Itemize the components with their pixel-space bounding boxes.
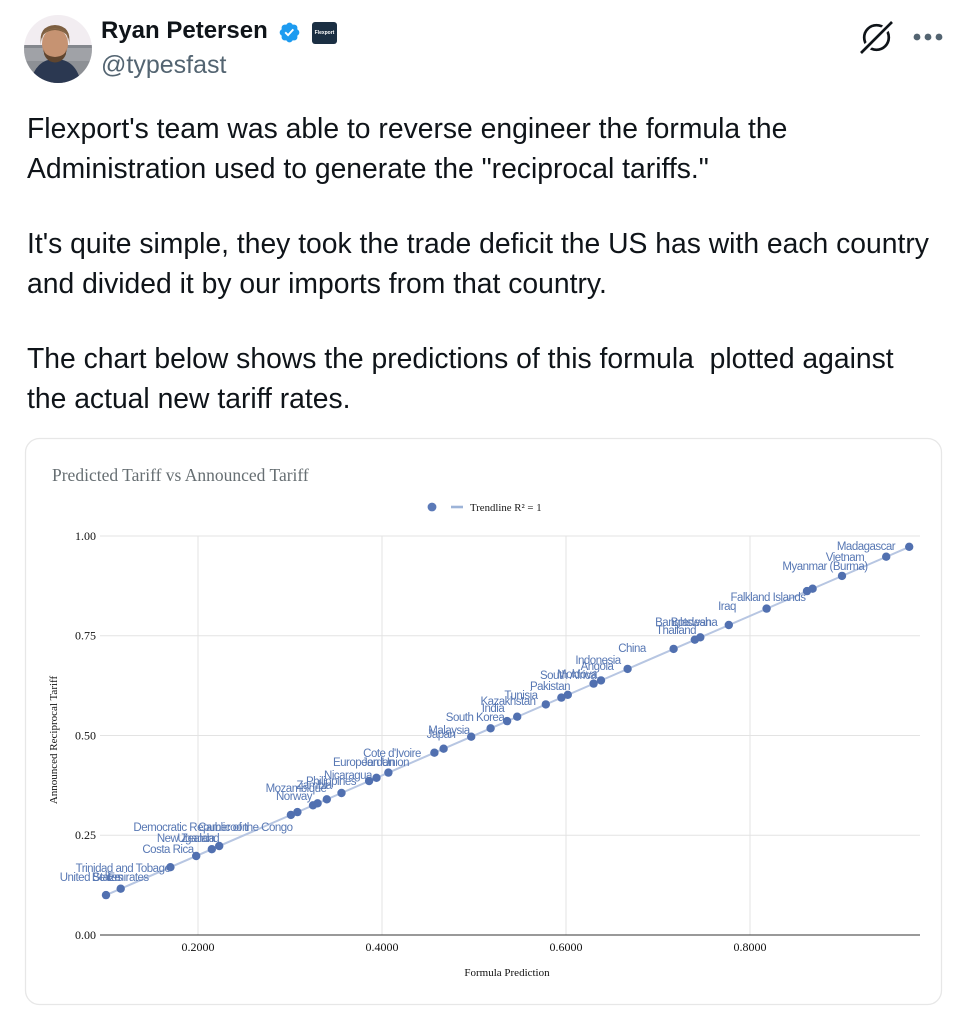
svg-text:Norway: Norway	[276, 791, 313, 803]
svg-text:Belize: Belize	[92, 872, 120, 884]
svg-text:Mozambique: Mozambique	[266, 783, 327, 795]
svg-text:Costa Rica: Costa Rica	[142, 844, 194, 856]
svg-text:Falkland Islands: Falkland Islands	[730, 592, 806, 604]
svg-text:Predicted Tariff vs Announced: Predicted Tariff vs Announced Tariff	[52, 465, 309, 485]
svg-text:Cote d'Ivoire: Cote d'Ivoire	[363, 748, 421, 760]
svg-text:1.00: 1.00	[75, 529, 96, 543]
svg-text:Myanmar (Burma): Myanmar (Burma)	[782, 561, 868, 573]
svg-text:South Korea: South Korea	[446, 712, 506, 724]
svg-text:0.2000: 0.2000	[182, 940, 215, 954]
svg-text:New Zealand: New Zealand	[157, 833, 219, 845]
svg-text:Botswana: Botswana	[671, 617, 719, 629]
svg-text:Iraq: Iraq	[718, 601, 736, 613]
svg-text:0.50: 0.50	[75, 729, 96, 743]
svg-text:India: India	[482, 703, 506, 715]
svg-text:Democratic Republic of the Con: Democratic Republic of the Congo	[133, 822, 292, 834]
svg-text:0.6000: 0.6000	[550, 940, 583, 954]
svg-text:Pakistan: Pakistan	[530, 681, 570, 693]
svg-text:0.8000: 0.8000	[734, 940, 767, 954]
svg-text:Emirates: Emirates	[107, 872, 149, 884]
svg-text:United States: United States	[60, 872, 123, 884]
svg-text:0.75: 0.75	[75, 629, 96, 643]
svg-text:European Union: European Union	[333, 757, 409, 769]
svg-text:Jordan: Jordan	[362, 757, 394, 769]
svg-text:South Africa: South Africa	[540, 670, 597, 682]
svg-text:Nicaragua: Nicaragua	[324, 770, 373, 782]
svg-text:Announced Reciprocal Tariff: Announced Reciprocal Tariff	[48, 676, 60, 805]
svg-text:0.25: 0.25	[75, 828, 96, 842]
svg-text:0.4000: 0.4000	[366, 940, 399, 954]
svg-text:Angola: Angola	[581, 661, 615, 673]
svg-text:Thailand: Thailand	[656, 625, 696, 637]
svg-text:Vietnam: Vietnam	[826, 552, 864, 564]
svg-text:Trinidad and Tobago: Trinidad and Tobago	[76, 863, 171, 875]
svg-text:Indonesia: Indonesia	[575, 655, 621, 667]
svg-text:Zambia: Zambia	[296, 780, 332, 792]
svg-text:Formula Prediction: Formula Prediction	[464, 967, 550, 979]
svg-text:Kazakhstan: Kazakhstan	[480, 696, 535, 708]
svg-text:0.00: 0.00	[75, 928, 96, 942]
svg-text:Malaysia: Malaysia	[428, 725, 470, 737]
svg-text:Cameroon: Cameroon	[198, 822, 248, 834]
svg-text:Tunisia: Tunisia	[504, 690, 538, 702]
svg-text:Philippines: Philippines	[306, 776, 357, 788]
svg-text:China: China	[618, 643, 647, 655]
svg-text:Trendline R² = 1: Trendline R² = 1	[470, 502, 542, 514]
svg-text:Japan: Japan	[427, 729, 456, 741]
svg-text:Uganda: Uganda	[177, 833, 215, 845]
svg-text:Moldova: Moldova	[557, 669, 598, 681]
svg-text:Bangladesh: Bangladesh	[655, 617, 711, 629]
svg-text:Madagascar: Madagascar	[837, 541, 896, 553]
